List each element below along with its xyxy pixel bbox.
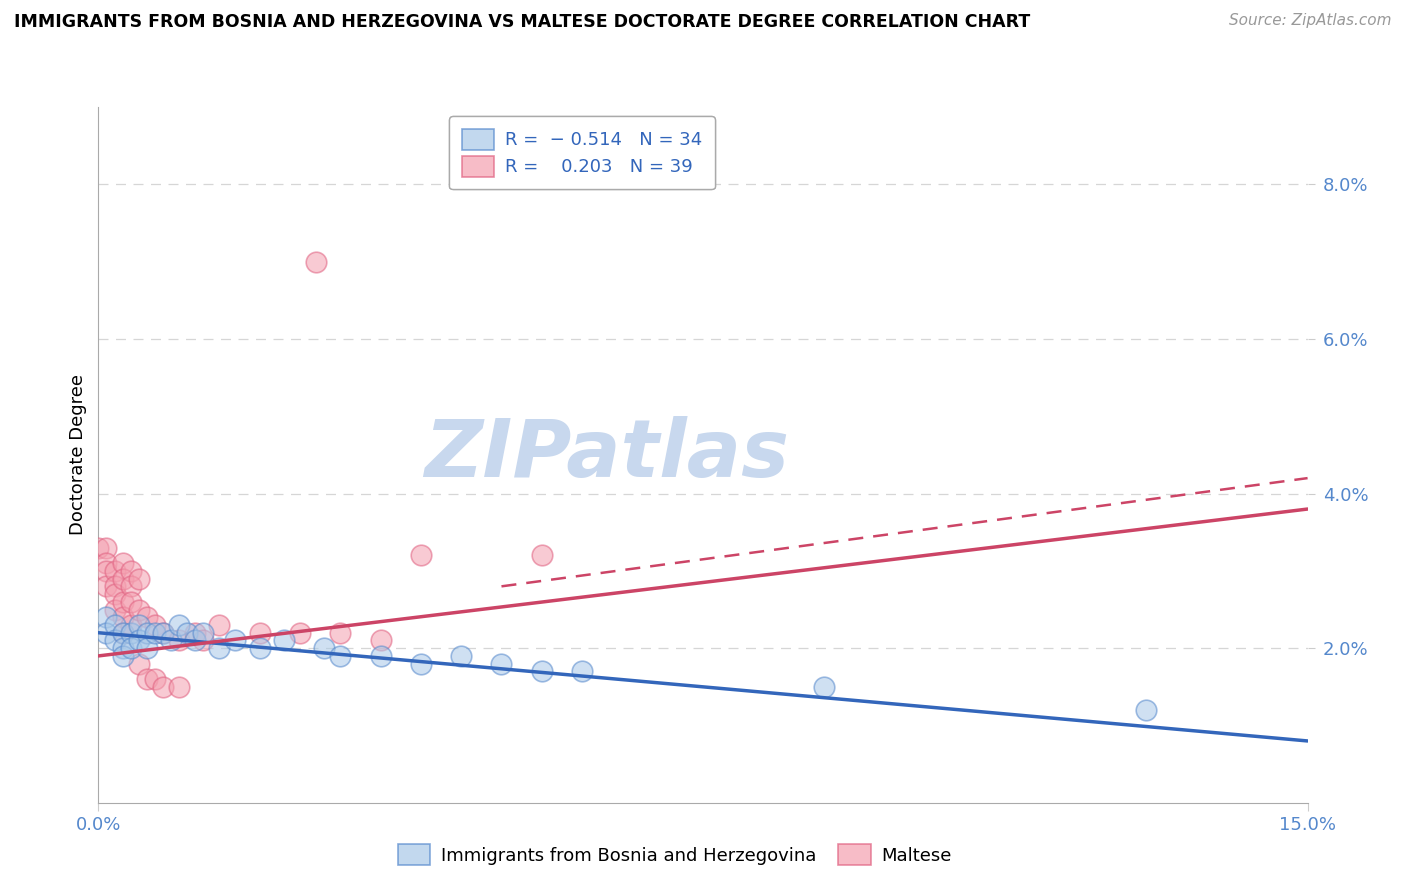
Point bbox=[128, 618, 150, 632]
Point bbox=[143, 625, 166, 640]
Y-axis label: Doctorate Degree: Doctorate Degree bbox=[69, 375, 87, 535]
Point bbox=[111, 610, 134, 624]
Point bbox=[450, 648, 472, 663]
Point bbox=[128, 602, 150, 616]
Legend: R =  − 0.514   N = 34, R =    0.203   N = 39: R = − 0.514 N = 34, R = 0.203 N = 39 bbox=[449, 116, 716, 189]
Point bbox=[409, 549, 432, 563]
Point bbox=[111, 595, 134, 609]
Point bbox=[193, 633, 215, 648]
Point bbox=[128, 572, 150, 586]
Point bbox=[530, 549, 553, 563]
Point bbox=[96, 556, 118, 570]
Point bbox=[103, 564, 125, 578]
Point bbox=[491, 657, 513, 671]
Point bbox=[305, 254, 328, 268]
Point bbox=[184, 625, 207, 640]
Point bbox=[103, 618, 125, 632]
Point bbox=[249, 641, 271, 656]
Point bbox=[96, 541, 118, 555]
Point bbox=[120, 595, 142, 609]
Point bbox=[530, 665, 553, 679]
Point bbox=[160, 633, 183, 648]
Point bbox=[152, 680, 174, 694]
Point bbox=[167, 633, 190, 648]
Point bbox=[329, 648, 352, 663]
Point bbox=[167, 618, 190, 632]
Point bbox=[111, 641, 134, 656]
Point bbox=[273, 633, 295, 648]
Point bbox=[167, 680, 190, 694]
Point bbox=[120, 564, 142, 578]
Point bbox=[288, 625, 311, 640]
Point bbox=[111, 572, 134, 586]
Point bbox=[103, 587, 125, 601]
Point bbox=[120, 579, 142, 593]
Point bbox=[370, 648, 392, 663]
Point bbox=[571, 665, 593, 679]
Point bbox=[813, 680, 835, 694]
Point bbox=[329, 625, 352, 640]
Text: IMMIGRANTS FROM BOSNIA AND HERZEGOVINA VS MALTESE DOCTORATE DEGREE CORRELATION C: IMMIGRANTS FROM BOSNIA AND HERZEGOVINA V… bbox=[14, 13, 1031, 31]
Point bbox=[111, 625, 134, 640]
Point bbox=[103, 602, 125, 616]
Point bbox=[135, 610, 157, 624]
Point bbox=[143, 672, 166, 686]
Text: Source: ZipAtlas.com: Source: ZipAtlas.com bbox=[1229, 13, 1392, 29]
Point bbox=[143, 618, 166, 632]
Point bbox=[96, 579, 118, 593]
Point bbox=[96, 625, 118, 640]
Point bbox=[184, 633, 207, 648]
Point bbox=[96, 564, 118, 578]
Point bbox=[409, 657, 432, 671]
Legend: Immigrants from Bosnia and Herzegovina, Maltese: Immigrants from Bosnia and Herzegovina, … bbox=[389, 835, 960, 874]
Point bbox=[208, 618, 231, 632]
Text: ZIPatlas: ZIPatlas bbox=[423, 416, 789, 494]
Point bbox=[111, 556, 134, 570]
Point bbox=[135, 641, 157, 656]
Point bbox=[96, 610, 118, 624]
Point bbox=[249, 625, 271, 640]
Point bbox=[370, 633, 392, 648]
Point bbox=[103, 579, 125, 593]
Point bbox=[120, 625, 142, 640]
Point bbox=[135, 672, 157, 686]
Point bbox=[120, 641, 142, 656]
Point bbox=[176, 625, 198, 640]
Point bbox=[152, 625, 174, 640]
Point bbox=[152, 625, 174, 640]
Point bbox=[128, 633, 150, 648]
Point bbox=[314, 641, 336, 656]
Point bbox=[120, 618, 142, 632]
Point bbox=[1135, 703, 1157, 717]
Point bbox=[128, 657, 150, 671]
Point bbox=[224, 633, 246, 648]
Point bbox=[135, 625, 157, 640]
Point bbox=[111, 648, 134, 663]
Point bbox=[193, 625, 215, 640]
Point bbox=[208, 641, 231, 656]
Point bbox=[103, 633, 125, 648]
Point bbox=[111, 625, 134, 640]
Point bbox=[87, 541, 110, 555]
